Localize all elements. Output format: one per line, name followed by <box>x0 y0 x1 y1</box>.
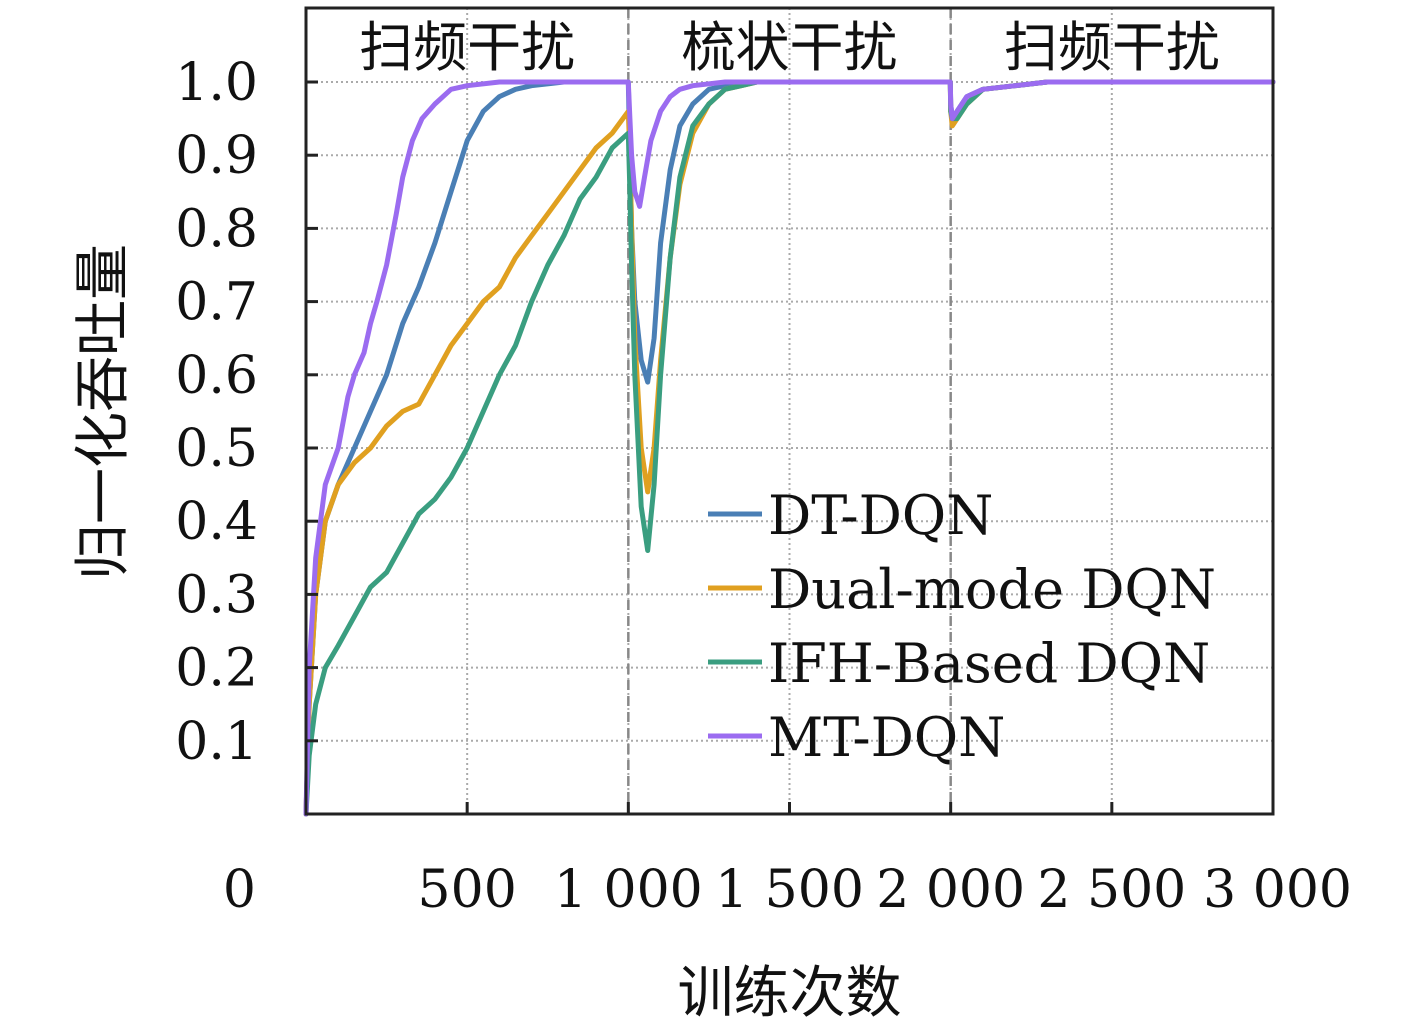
x-tick-label: 2 000 <box>876 860 1025 920</box>
x-tick-label: 1 500 <box>715 860 864 920</box>
legend-label: MT-DQN <box>768 706 1005 769</box>
series-line <box>303 79 1276 817</box>
y-tick-label: 0.3 <box>175 565 258 625</box>
x-tick-label: 500 <box>418 860 517 920</box>
series-lines <box>303 79 1276 817</box>
legend-label: DT-DQN <box>768 484 993 547</box>
grid <box>306 8 1273 814</box>
legend-label: IFH-Based DQN <box>768 632 1210 695</box>
y-tick-label: 0.4 <box>175 492 258 552</box>
x-tick-label: 0 <box>223 860 256 920</box>
legend-label: Dual-mode DQN <box>768 558 1216 621</box>
x-tick-label: 3 000 <box>1203 860 1352 920</box>
x-tick-label: 1 000 <box>554 860 703 920</box>
y-tick-label: 1.0 <box>175 53 258 113</box>
y-tick-label: 0.9 <box>175 126 258 186</box>
x-tick-labels: 0 500 1 000 1 500 2 000 2 500 3 000 <box>223 860 1352 920</box>
legend: DT-DQN Dual-mode DQN IFH-Based DQN MT-DQN <box>708 484 1216 769</box>
axis-ticks <box>304 80 1275 814</box>
y-tick-labels: 0.1 0.2 0.3 0.4 0.5 0.6 0.7 0.8 0.9 1.0 <box>175 53 258 772</box>
region-label: 梳状干扰 <box>682 16 898 79</box>
x-axis-label: 训练次数 <box>678 961 902 1026</box>
region-label: 扫频干扰 <box>359 16 575 79</box>
y-tick-label: 0.5 <box>175 419 258 479</box>
y-tick-label: 0.8 <box>175 199 258 259</box>
y-tick-label: 0.6 <box>175 346 258 406</box>
x-tick-label: 2 500 <box>1037 860 1186 920</box>
y-tick-label: 0.2 <box>175 639 258 699</box>
region-label: 扫频干扰 <box>1004 16 1220 79</box>
region-labels: 扫频干扰 梳状干扰 扫频干扰 <box>359 16 1220 79</box>
y-axis-label: 归一化吞吐量 <box>71 244 136 580</box>
y-tick-label: 0.1 <box>175 712 258 772</box>
y-tick-label: 0.7 <box>175 273 258 333</box>
